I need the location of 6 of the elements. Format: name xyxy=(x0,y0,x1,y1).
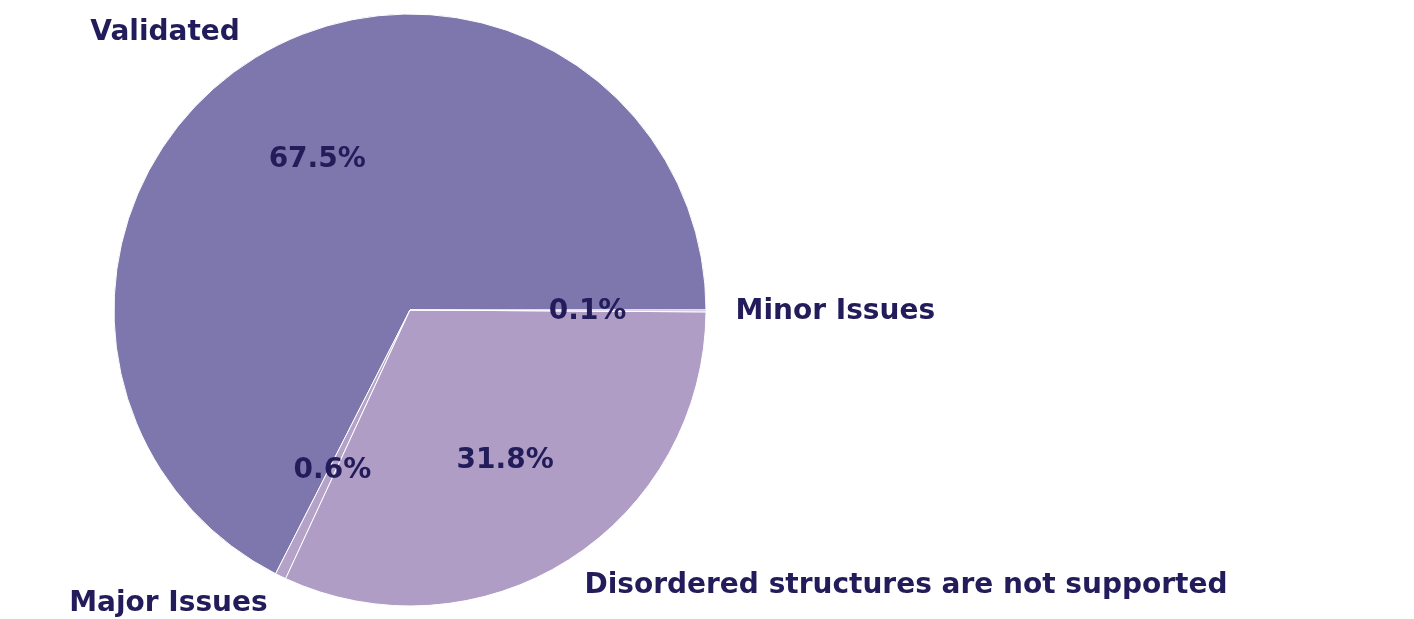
data-label: 31.8% xyxy=(456,441,554,475)
slice-label: Minor Issues xyxy=(735,293,936,327)
slice-label: Disordered structures are not supported xyxy=(584,566,1228,600)
slice-label: Validated xyxy=(90,14,240,48)
data-label: 67.5% xyxy=(268,140,366,174)
slice-label: Major Issues xyxy=(69,584,268,618)
